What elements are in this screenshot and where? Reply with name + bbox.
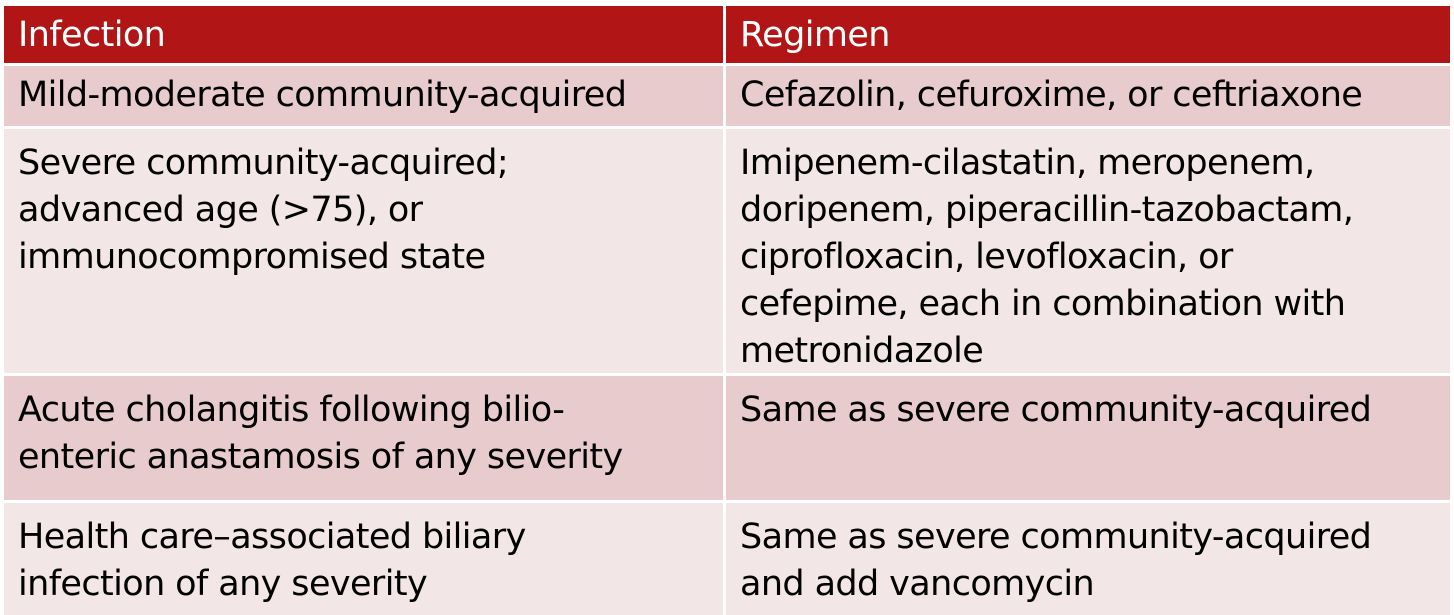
row-2-regimen-line-3: ciprofloxacin, levofloxacin, or	[740, 237, 1233, 277]
row-4-regimen-line-1: Same as severe community-acquired	[740, 517, 1372, 557]
row-2-regimen-line-4: cefepime, each in combination with	[740, 284, 1346, 324]
row-4-regimen: Same as severe community-acquired and ad…	[726, 503, 1450, 615]
row-2-regimen-line-1: Imipenem-cilastatin, meropenem,	[740, 143, 1315, 183]
header-infection-label: Infection	[18, 15, 166, 55]
row-3-infection-line-1: Acute cholangitis following bilio-	[18, 390, 565, 430]
header-regimen-label: Regimen	[740, 15, 890, 55]
row-1-infection: Mild-moderate community-acquired	[4, 66, 723, 126]
row-1-infection-line-1: Mild-moderate community-acquired	[18, 75, 627, 115]
row-2-infection-line-1: Severe community-acquired;	[18, 143, 509, 183]
row-2-infection: Severe community-acquired; advanced age …	[4, 129, 723, 373]
row-1-regimen: Cefazolin, cefuroxime, or ceftriaxone	[726, 66, 1450, 126]
row-3-infection: Acute cholangitis following bilio- enter…	[4, 376, 723, 500]
row-2-infection-line-2: advanced age (>75), or	[18, 190, 423, 230]
row-2-regimen: Imipenem-cilastatin, meropenem, doripene…	[726, 129, 1450, 373]
row-4-infection-line-1: Health care–associated biliary	[18, 517, 526, 557]
row-2-regimen-line-5: metronidazole	[740, 331, 984, 371]
row-2-regimen-line-2: doripenem, piperacillin-tazobactam,	[740, 190, 1354, 230]
header-infection: Infection	[4, 6, 723, 63]
row-4-regimen-line-2: and add vancomycin	[740, 564, 1095, 604]
row-1-regimen-line-1: Cefazolin, cefuroxime, or ceftriaxone	[740, 75, 1363, 115]
header-regimen: Regimen	[726, 6, 1450, 63]
antibiotic-regimen-table: Infection Regimen Mild-moderate communit…	[4, 6, 1450, 615]
row-4-infection: Health care–associated biliary infection…	[4, 503, 723, 615]
row-3-infection-line-2: enteric anastamosis of any severity	[18, 437, 623, 477]
row-3-regimen: Same as severe community-acquired	[726, 376, 1450, 500]
row-3-regimen-line-1: Same as severe community-acquired	[740, 390, 1372, 430]
row-4-infection-line-2: infection of any severity	[18, 564, 428, 604]
row-2-infection-line-3: immunocompromised state	[18, 237, 486, 277]
